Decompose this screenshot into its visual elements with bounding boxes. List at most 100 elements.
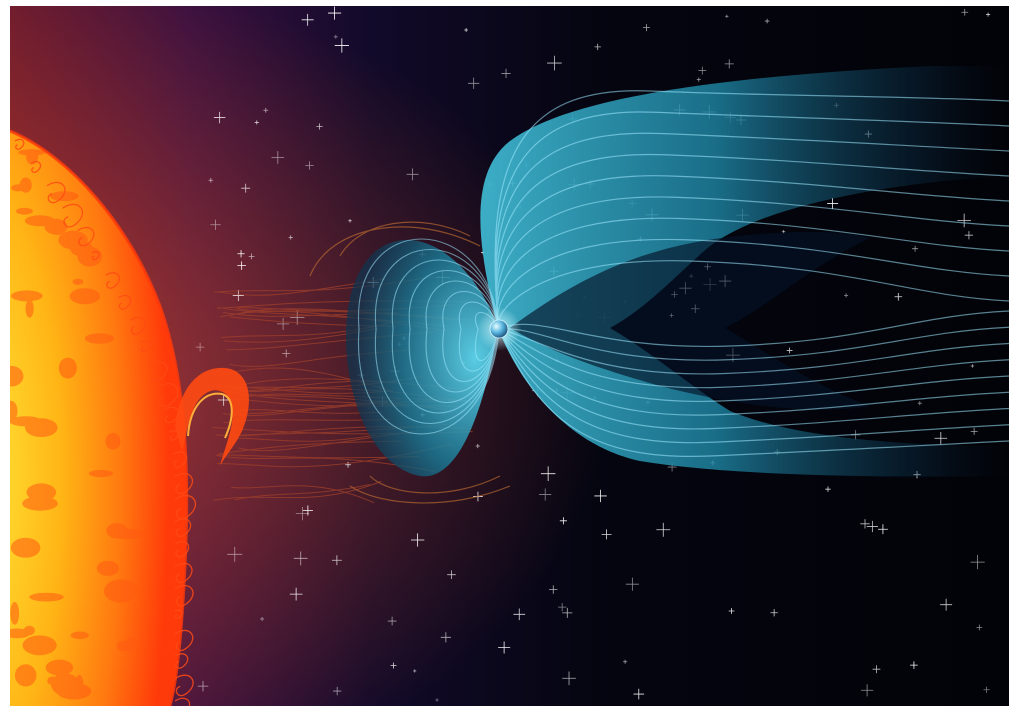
star <box>764 18 770 24</box>
star <box>725 14 729 18</box>
star <box>288 235 293 240</box>
star <box>475 443 480 449</box>
star <box>197 680 209 692</box>
star <box>293 551 308 566</box>
star <box>295 507 310 521</box>
star <box>562 671 576 686</box>
star <box>332 686 342 696</box>
star <box>825 486 831 492</box>
magnetotail <box>480 66 1009 477</box>
star <box>724 59 734 69</box>
star <box>387 616 397 626</box>
solar-prominence <box>175 367 249 466</box>
star <box>513 608 526 621</box>
star <box>282 349 291 358</box>
star <box>696 77 701 82</box>
star <box>623 659 628 664</box>
star <box>241 183 251 193</box>
star <box>934 432 948 445</box>
star <box>770 609 778 617</box>
star <box>970 364 975 368</box>
star <box>970 555 985 570</box>
bow-shock <box>309 221 511 504</box>
star <box>237 250 245 258</box>
star <box>594 489 607 503</box>
magnetotail-field-lines <box>494 90 1009 458</box>
star <box>254 120 259 125</box>
star <box>227 546 243 562</box>
star <box>976 624 983 631</box>
star <box>786 347 793 354</box>
earth-planet <box>489 319 509 339</box>
star <box>413 669 417 673</box>
star <box>271 151 285 164</box>
star <box>348 219 352 223</box>
space-scene <box>10 6 1009 706</box>
star <box>195 342 205 352</box>
star <box>957 213 971 228</box>
star <box>440 632 451 643</box>
star <box>642 24 650 32</box>
star <box>964 231 974 240</box>
solar-filaments <box>14 138 197 706</box>
star <box>872 665 881 674</box>
star <box>334 38 349 53</box>
star <box>328 6 342 20</box>
star <box>878 524 888 535</box>
star <box>983 686 990 693</box>
star <box>625 577 639 591</box>
star <box>345 461 351 468</box>
star <box>698 66 707 75</box>
star <box>390 662 397 669</box>
star <box>260 616 265 621</box>
star <box>333 34 338 39</box>
star <box>601 529 612 540</box>
star <box>447 570 456 579</box>
star <box>289 587 303 601</box>
star <box>406 168 419 181</box>
star <box>331 555 342 566</box>
star <box>316 123 323 130</box>
star <box>232 289 244 302</box>
star <box>986 12 991 17</box>
star <box>302 505 313 516</box>
dayside-magnetosphere <box>346 239 498 477</box>
star <box>866 520 878 533</box>
star <box>861 684 874 697</box>
star <box>912 245 919 252</box>
star <box>410 533 425 547</box>
star <box>435 698 439 702</box>
star <box>594 43 601 51</box>
star <box>844 293 849 298</box>
star <box>464 28 468 32</box>
star <box>894 292 903 301</box>
star <box>305 161 314 170</box>
star <box>827 198 839 210</box>
star <box>656 522 671 537</box>
star <box>498 641 511 654</box>
star <box>547 55 562 71</box>
star <box>549 585 558 594</box>
star <box>961 8 969 16</box>
star <box>208 178 214 183</box>
star <box>910 661 918 669</box>
star <box>301 13 314 26</box>
star <box>213 111 226 124</box>
star <box>501 68 511 79</box>
magnetosphere-illustration <box>10 6 1009 706</box>
star <box>539 488 552 501</box>
star <box>558 602 567 612</box>
star <box>237 261 246 270</box>
star <box>917 401 922 406</box>
star <box>940 598 953 611</box>
star <box>540 466 556 481</box>
sun <box>10 129 189 706</box>
star <box>970 427 978 435</box>
star <box>633 688 645 700</box>
star <box>210 219 221 230</box>
star <box>468 77 480 89</box>
star <box>860 519 870 529</box>
star <box>728 608 735 614</box>
star <box>562 607 573 618</box>
